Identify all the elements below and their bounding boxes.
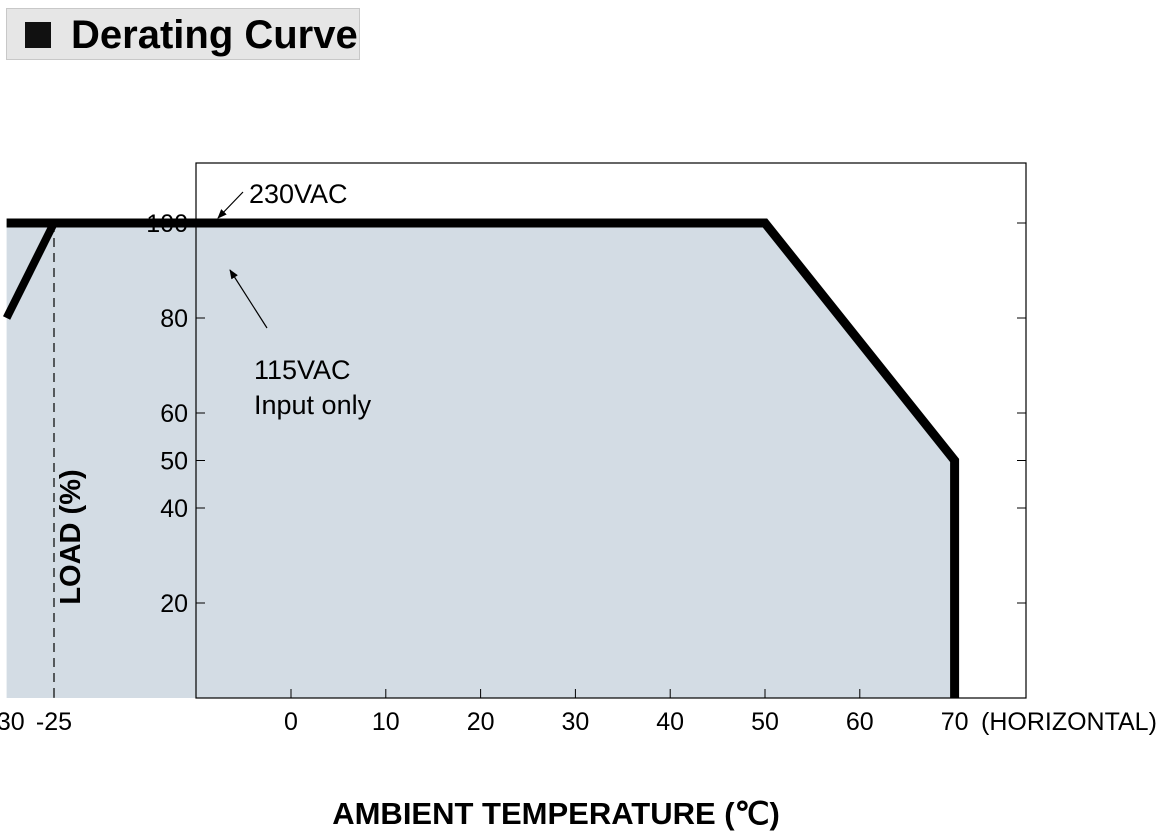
y-tick-label: 20 [160,590,188,618]
x-tick-label: 40 [656,708,684,736]
series-115vac-line [3,221,58,320]
y-axis-label: LOAD (%) [55,469,87,604]
series-230vac-line [6,218,960,698]
x-tick-label: -25 [36,708,72,736]
x-tick-label: 20 [467,708,495,736]
bullet-square-icon [25,22,51,48]
operating-area [6,223,955,698]
y-tick-label: 80 [160,305,188,333]
x-tick-label: 50 [751,708,779,736]
y-tick-label: 40 [160,495,188,523]
x-tick-label: 70 [941,708,969,736]
x-axis-suffix: (HORIZONTAL) [981,708,1157,736]
y-tick-label: 50 [160,448,188,476]
x-tick-label: -30 [0,708,25,736]
annotation-arrow-115 [229,269,268,329]
annotation-arrow-230 [217,191,244,219]
x-tick-label: 0 [284,708,298,736]
y-tick-label: 60 [160,400,188,428]
section-header: Derating Curve [6,8,360,60]
annotation-label-230vac: 230VAC [249,179,348,209]
section-title: Derating Curve [71,13,358,57]
x-tick-label: 10 [372,708,400,736]
x-tick-label: 60 [846,708,874,736]
plot-frame [195,162,1027,699]
x-tick-label: 30 [561,708,589,736]
annotation-label-115vac: 115VAC [254,355,351,385]
annotation-label-input-only: Input only [254,390,372,420]
x-axis-label: AMBIENT TEMPERATURE (℃) [332,796,780,831]
